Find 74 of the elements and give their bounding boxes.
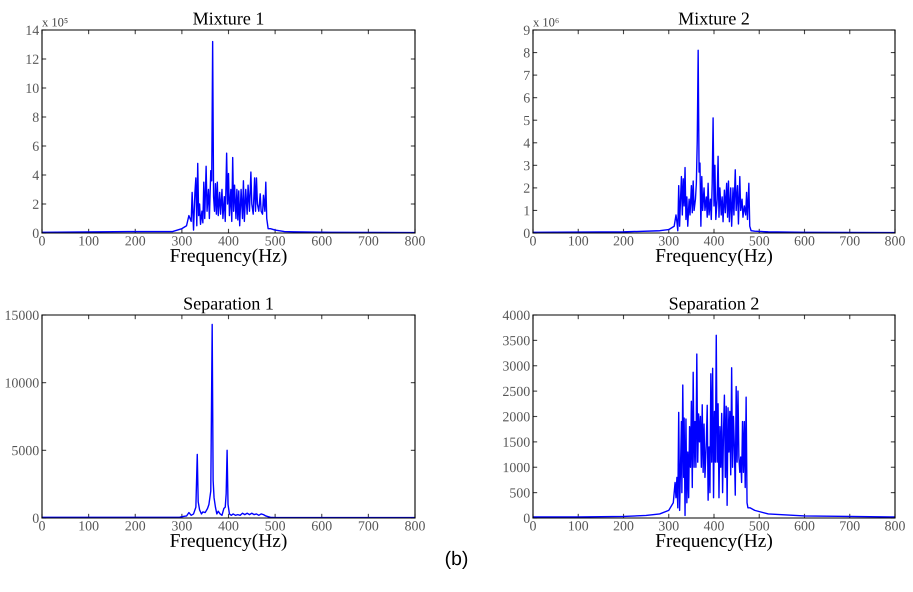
x-tick-label: 500	[750, 521, 770, 531]
x-tick-label: 700	[358, 236, 378, 246]
y-tick-label: 4	[32, 170, 40, 180]
chart-title: Separation 2	[670, 297, 758, 314]
x-tick-label: 300	[658, 236, 679, 246]
x-tick-label: 500	[750, 236, 770, 246]
x-tick-label: 200	[125, 236, 146, 246]
y-tick-label: 7	[524, 70, 530, 80]
x-axis-title: Frequency(Hz)	[656, 533, 772, 552]
chart-title: Separation 1	[184, 297, 273, 314]
y-tick-label: 6	[32, 142, 39, 151]
x-tick-label: 100	[569, 521, 588, 531]
y-tick-label: 5000	[12, 446, 39, 456]
x-tick-label: 800	[405, 236, 425, 246]
y-tick-label: 10000	[6, 378, 39, 388]
x-tick-label: 700	[840, 521, 860, 531]
x-tick-label: 800	[405, 521, 425, 531]
x-tick-label: 400	[218, 521, 238, 531]
y-tick-label: 1	[524, 206, 530, 216]
chart-title: Mixture 1	[193, 12, 264, 25]
x-axis-title: Frequency(Hz)	[656, 248, 772, 266]
x-tick-label: 700	[358, 521, 378, 531]
x-tick-label: 200	[125, 521, 146, 531]
y-tick-label: 0	[32, 228, 39, 238]
x-tick-label: 100	[79, 236, 99, 246]
x-axis-title: Frequency(Hz)	[170, 533, 286, 552]
y-tick-label: 14	[26, 26, 40, 35]
y-tick-label: 10	[26, 84, 39, 93]
y-tick-label: 3	[524, 160, 530, 170]
y-tick-label: 4	[524, 138, 530, 148]
y-tick-label: 2500	[503, 386, 530, 396]
x-tick-label: 600	[312, 236, 332, 246]
x-tick-label: 800	[885, 521, 905, 531]
x-tick-label: 300	[658, 521, 679, 531]
x-tick-label: 600	[794, 521, 814, 531]
x-tick-label: 300	[172, 521, 192, 531]
y-tick-label: 2	[524, 184, 530, 193]
x-tick-label: 600	[794, 236, 814, 246]
x-tick-label: 700	[840, 236, 860, 246]
x-tick-label: 200	[614, 521, 634, 531]
text: x 10⁶	[533, 18, 559, 26]
y-tick-label: 15000	[6, 310, 39, 320]
y-tick-label: 500	[510, 488, 530, 498]
y-tick-label: 2	[32, 200, 38, 209]
y-tick-label: 3500	[503, 336, 530, 346]
text: x 10⁵	[42, 18, 68, 26]
x-tick-label: 400	[704, 236, 724, 246]
x-tick-label: 800	[885, 236, 905, 246]
x-tick-label: 100	[569, 236, 588, 246]
y-tick-label: 1000	[504, 462, 530, 472]
x-tick-label: 400	[704, 521, 724, 531]
y-tick-label: 0	[524, 228, 530, 238]
y-tick-label: 4000	[502, 310, 530, 320]
x-tick-label: 100	[79, 521, 99, 531]
text: (b)	[446, 550, 468, 570]
y-tick-label: 5	[524, 116, 530, 126]
y-tick-label: 12	[26, 54, 38, 64]
y-tick-label: 1500	[504, 437, 530, 447]
x-tick-label: 500	[266, 236, 286, 246]
x-tick-label: 500	[266, 521, 286, 531]
x-tick-label: 600	[312, 521, 332, 531]
x-tick-label: 400	[218, 236, 238, 246]
x-axis-title: Frequency(Hz)	[170, 248, 286, 266]
x-tick-label: 200	[614, 236, 634, 246]
y-tick-label: 8	[524, 48, 530, 58]
chart-title: Mixture 2	[678, 12, 749, 25]
y-tick-label: 3000	[503, 361, 530, 371]
x-tick-label: 300	[172, 236, 192, 246]
y-tick-label: 0	[524, 514, 530, 523]
y-tick-label: 9	[524, 26, 530, 35]
y-tick-label: 2000	[503, 412, 530, 422]
y-tick-label: 6	[524, 93, 530, 103]
y-tick-label: 0	[32, 514, 39, 523]
y-tick-label: 8	[32, 112, 39, 122]
